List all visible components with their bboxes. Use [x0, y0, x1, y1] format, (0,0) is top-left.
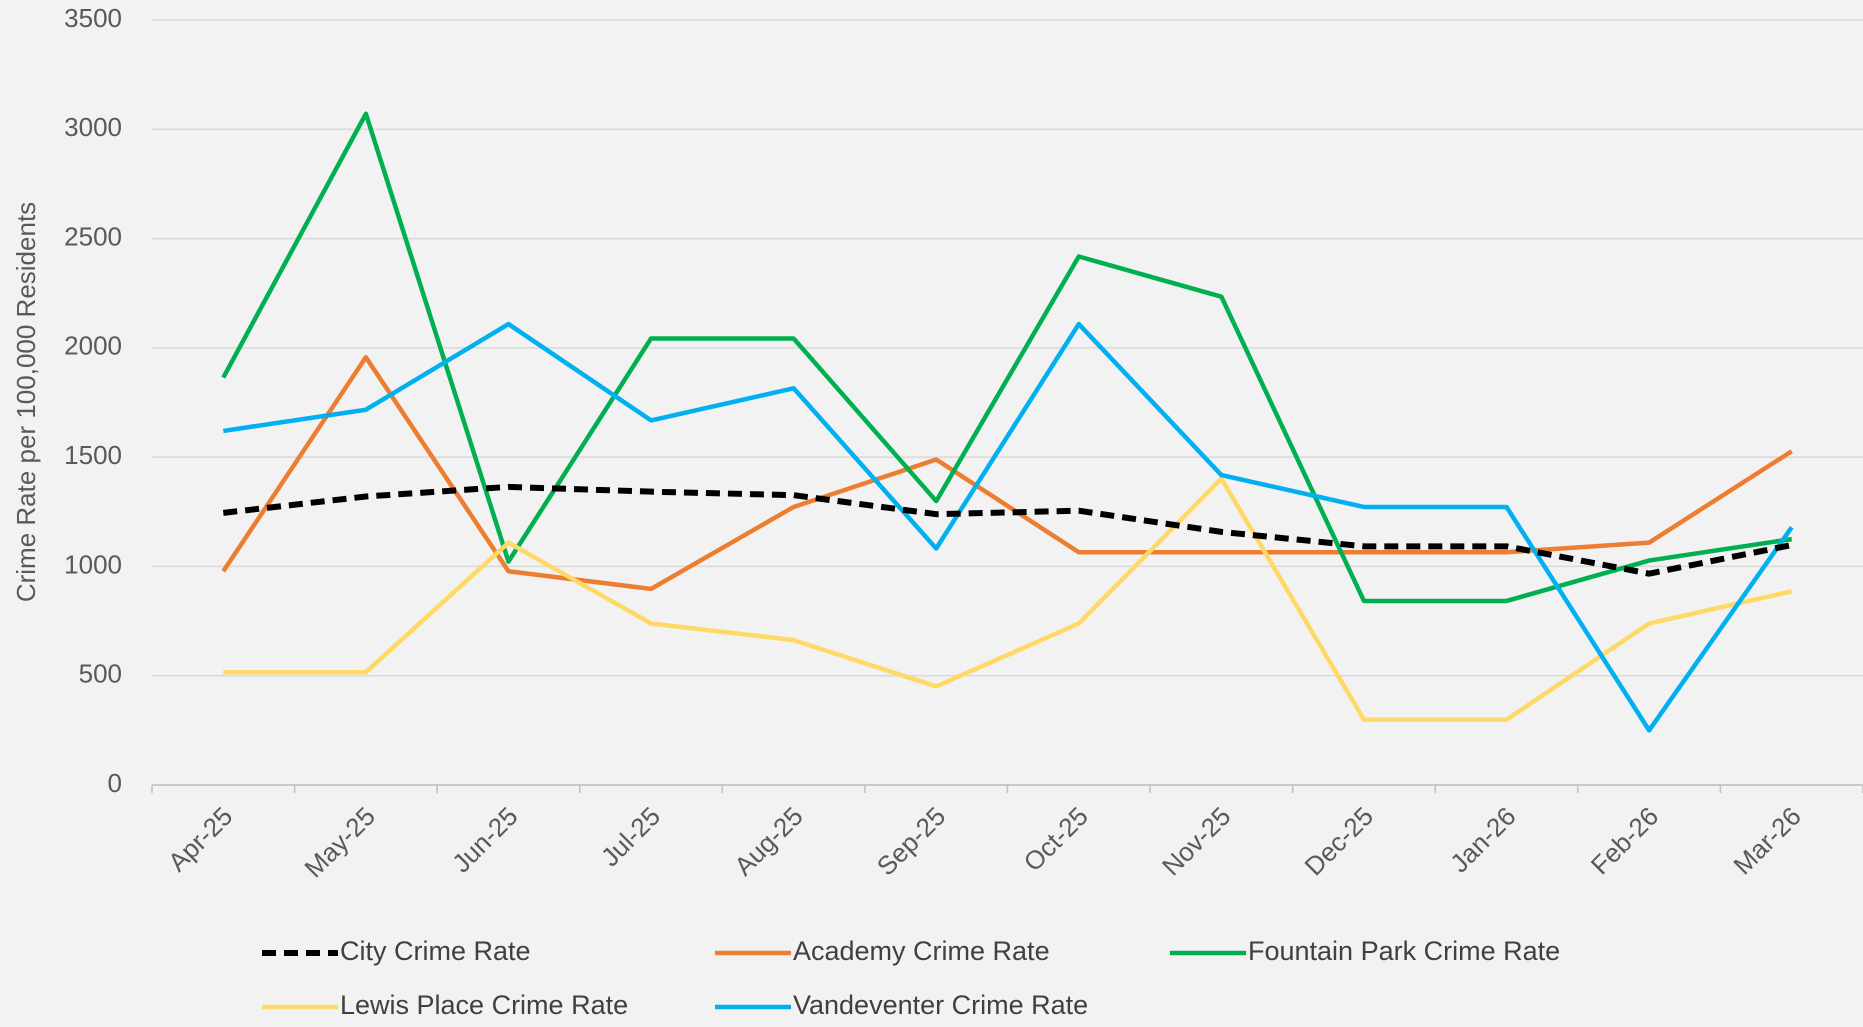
legend-label: City Crime Rate	[340, 936, 531, 966]
legend-label: Vandeventer Crime Rate	[793, 990, 1088, 1020]
y-tick-label: 2500	[64, 221, 122, 251]
series-line	[221, 111, 1793, 604]
legend: City Crime Rate Academy Crime Rate Fountai…	[262, 936, 1560, 1020]
y-tick-label: 3000	[64, 112, 122, 142]
series-line	[222, 321, 1794, 733]
y-tick-label: 0	[108, 768, 122, 798]
legend-label: Academy Crime Rate	[793, 936, 1050, 966]
y-tick-label: 500	[79, 659, 122, 689]
y-tick-label: 1500	[64, 440, 122, 470]
y-axis-label: Crime Rate per 100,000 Residents	[11, 202, 41, 602]
y-tick-label: 1000	[64, 549, 122, 579]
legend-label: Fountain Park Crime Rate	[1248, 936, 1560, 966]
series-line	[223, 476, 1793, 722]
legend-label: Lewis Place Crime Rate	[340, 990, 628, 1020]
y-tick-label: 3500	[64, 3, 122, 33]
series-line	[221, 355, 1793, 592]
y-tick-label: 2000	[64, 331, 122, 361]
